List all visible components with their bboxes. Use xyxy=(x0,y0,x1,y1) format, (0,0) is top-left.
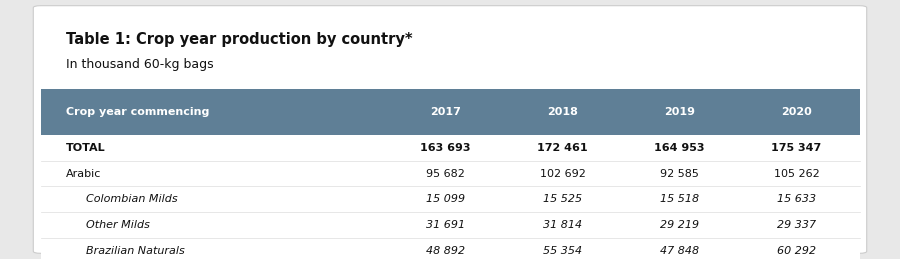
Text: Other Milds: Other Milds xyxy=(86,220,149,230)
Text: Crop year commencing: Crop year commencing xyxy=(66,107,209,117)
Text: 102 692: 102 692 xyxy=(540,169,585,178)
Text: 2017: 2017 xyxy=(430,107,461,117)
Text: Table 1: Crop year production by country*: Table 1: Crop year production by country… xyxy=(66,32,412,47)
Text: 2018: 2018 xyxy=(547,107,578,117)
Text: 31 814: 31 814 xyxy=(543,220,582,230)
Text: TOTAL: TOTAL xyxy=(66,143,105,153)
Text: 92 585: 92 585 xyxy=(660,169,699,178)
Text: 55 354: 55 354 xyxy=(543,246,582,256)
Text: In thousand 60-kg bags: In thousand 60-kg bags xyxy=(66,58,213,71)
Text: Arabic: Arabic xyxy=(66,169,101,178)
Text: Brazilian Naturals: Brazilian Naturals xyxy=(86,246,184,256)
Text: 105 262: 105 262 xyxy=(774,169,819,178)
Text: 2020: 2020 xyxy=(781,107,812,117)
Text: 163 693: 163 693 xyxy=(420,143,471,153)
Text: 172 461: 172 461 xyxy=(537,143,588,153)
Text: Colombian Milds: Colombian Milds xyxy=(86,195,177,204)
Text: 2019: 2019 xyxy=(664,107,695,117)
Text: 175 347: 175 347 xyxy=(771,143,822,153)
Text: 47 848: 47 848 xyxy=(660,246,699,256)
Text: 48 892: 48 892 xyxy=(426,246,465,256)
Text: 29 219: 29 219 xyxy=(660,220,699,230)
Text: 15 518: 15 518 xyxy=(660,195,699,204)
Text: 15 099: 15 099 xyxy=(426,195,465,204)
Text: 15 525: 15 525 xyxy=(543,195,582,204)
Text: 31 691: 31 691 xyxy=(426,220,465,230)
Text: 29 337: 29 337 xyxy=(777,220,816,230)
Text: 95 682: 95 682 xyxy=(426,169,465,178)
Text: 164 953: 164 953 xyxy=(654,143,705,153)
Text: 60 292: 60 292 xyxy=(777,246,816,256)
Text: 15 633: 15 633 xyxy=(777,195,816,204)
